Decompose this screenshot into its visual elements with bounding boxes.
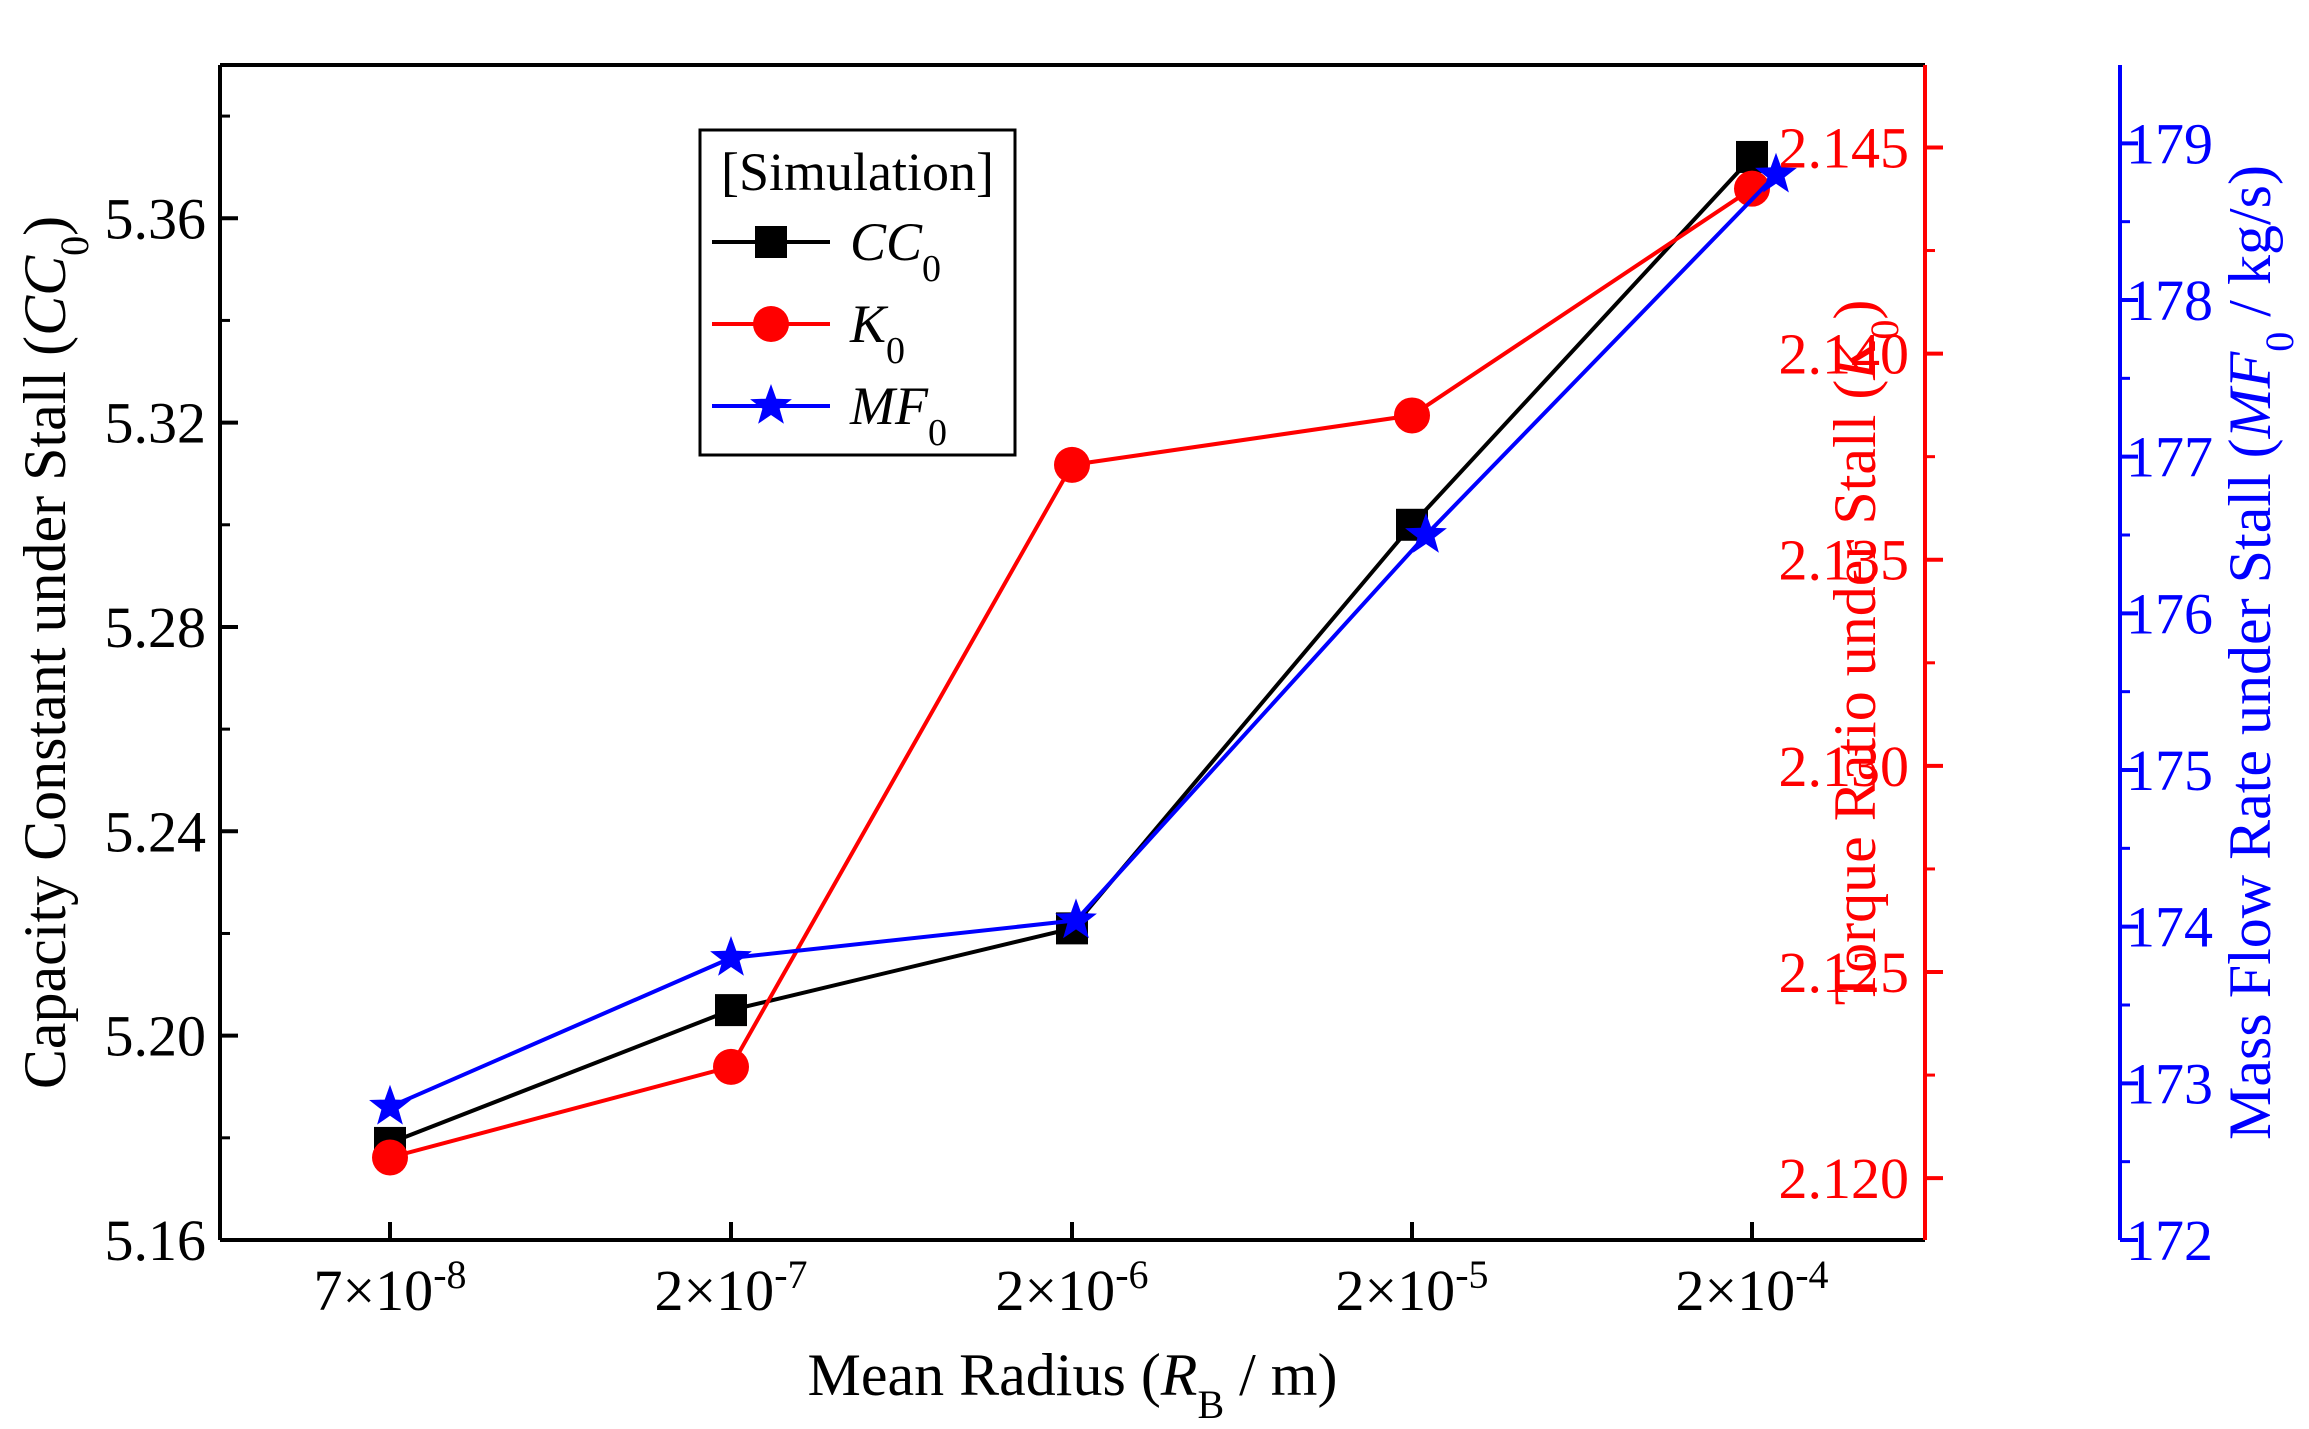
y-left-tick-label: 5.20 — [105, 1004, 207, 1069]
data-point-mf0 — [1755, 152, 1797, 193]
legend-title: [Simulation] — [721, 142, 994, 202]
y-right-tick-label: 2.120 — [1779, 1146, 1910, 1211]
y-right-tick-label: 2.145 — [1779, 115, 1910, 180]
y-left-tick-label: 5.36 — [105, 186, 207, 251]
y-left-axis-title: Capacity Constant under Stall (CC0) — [12, 216, 97, 1089]
y-left-tick-label: 5.16 — [105, 1208, 207, 1273]
data-point-mf0 — [710, 936, 752, 976]
data-point-mf0 — [1405, 513, 1447, 553]
series-layer — [369, 140, 1797, 1176]
data-point-k0 — [1734, 170, 1770, 207]
legend-marker — [753, 306, 789, 342]
y-right-tick-label: 2.130 — [1779, 734, 1910, 799]
axes-layer: 7×10-8 2×10-7 2×10-6 2×10-5 2×10-4 Mean Radiu… — [12, 63, 2302, 1427]
y-right-tick-label: 2.135 — [1779, 528, 1910, 593]
y-far-right-tick-label: 178 — [2126, 268, 2213, 333]
x-tick-label: 2×10-7 — [654, 1252, 807, 1324]
y-far-right-tick-label: 173 — [2126, 1051, 2213, 1116]
data-point-cc0 — [715, 994, 747, 1027]
x-tick-label: 7×10-8 — [313, 1252, 466, 1324]
y-far-right-tick-label: 175 — [2126, 738, 2213, 803]
y-left-tick-label: 5.28 — [105, 595, 207, 660]
legend-label: MF0 — [849, 376, 947, 454]
legend-label: K0 — [849, 294, 905, 372]
y-right-tick-label: 2.125 — [1779, 940, 1910, 1005]
y-right-axis-title: Torque Ratio under Stall (K0) — [1822, 300, 1907, 1006]
y-far-right-axis-title: Mass Flow Rate under Stall (MF0 / kg/s) — [2217, 165, 2302, 1140]
data-point-k0 — [372, 1139, 408, 1176]
x-tick-label: 2×10-5 — [1335, 1252, 1488, 1324]
x-tick-label: 2×10-6 — [995, 1252, 1148, 1324]
legend-label: CC0 — [850, 212, 941, 290]
series-mf0 — [369, 152, 1797, 1125]
y-far-right-tick-label: 179 — [2126, 111, 2213, 176]
legend-entry-mf0: MF0 — [712, 376, 947, 454]
legend-entry-cc0: CC0 — [712, 212, 941, 290]
y-far-right-tick-label: 172 — [2126, 1208, 2213, 1273]
legend-marker — [755, 226, 787, 258]
series-k0 — [372, 170, 1770, 1176]
y-far-right-tick-label: 174 — [2126, 895, 2213, 960]
data-point-k0 — [1054, 446, 1090, 483]
data-point-k0 — [713, 1048, 749, 1085]
data-point-k0 — [1394, 397, 1430, 434]
data-point-mf0 — [1055, 898, 1097, 939]
data-point-cc0 — [1736, 140, 1768, 173]
y-far-right-tick-label: 176 — [2126, 581, 2213, 646]
y-left-tick-label: 5.24 — [105, 799, 207, 864]
y-left-tick-label: 5.32 — [105, 391, 207, 456]
x-axis-title: Mean Radius (RB / m) — [808, 1342, 1338, 1427]
y-far-right-tick-label: 177 — [2126, 425, 2213, 490]
x-tick-label: 2×10-4 — [1675, 1252, 1828, 1324]
y-right-tick-label: 2.140 — [1779, 322, 1910, 387]
legend-entry-k0: K0 — [712, 294, 905, 372]
data-point-mf0 — [369, 1084, 411, 1125]
legend-marker — [750, 384, 792, 424]
